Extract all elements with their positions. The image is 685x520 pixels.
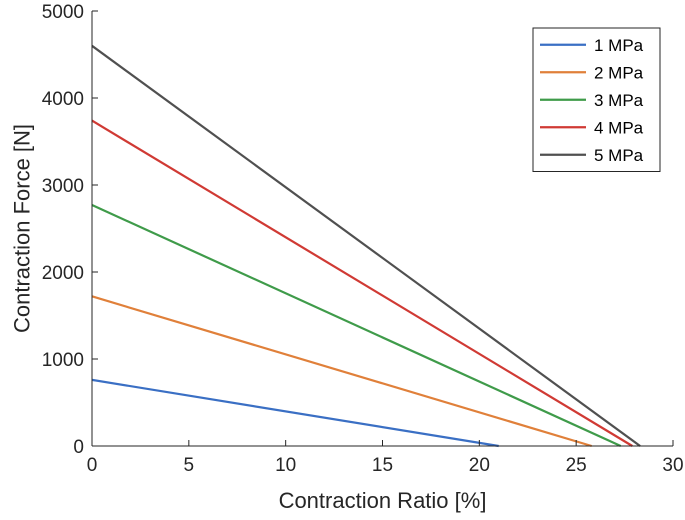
- y-axis-ticks: 0 1000 2000 3000 4000 5000: [42, 2, 98, 458]
- legend-label: 4 MPa: [594, 118, 644, 137]
- y-tick-label: 1000: [42, 350, 84, 371]
- legend-label: 3 MPa: [594, 91, 644, 110]
- x-tick-label: 10: [275, 455, 296, 476]
- legend-label: 1 MPa: [594, 36, 644, 55]
- series-line-1: [91, 378, 499, 448]
- series-line-5: [91, 44, 641, 447]
- x-tick-label: 30: [662, 455, 683, 476]
- y-axis-label: Contraction Force [N]: [10, 124, 35, 333]
- y-tick-label: 2000: [42, 263, 84, 284]
- x-tick-label: 0: [87, 455, 98, 476]
- y-tick-label: 5000: [42, 2, 84, 23]
- series-line-3: [91, 204, 622, 448]
- x-axis-ticks: 0 5 10 15 20 25 30: [87, 440, 684, 476]
- x-tick-label: 5: [184, 455, 195, 476]
- x-tick-label: 20: [469, 455, 490, 476]
- x-tick-label: 15: [372, 455, 393, 476]
- series-line-2: [91, 295, 592, 448]
- series-line-4: [91, 119, 633, 447]
- legend-label: 2 MPa: [594, 63, 644, 82]
- series-layer: [91, 44, 641, 448]
- legend-label: 5 MPa: [594, 146, 644, 165]
- y-tick-label: 4000: [42, 89, 84, 110]
- y-tick-label: 3000: [42, 176, 84, 197]
- x-axis-label: Contraction Ratio [%]: [279, 488, 487, 513]
- y-tick-label: 0: [73, 437, 84, 458]
- x-tick-label: 25: [566, 455, 587, 476]
- legend: 1 MPa 2 MPa 3 MPa 4 MPa 5 MPa: [532, 27, 661, 172]
